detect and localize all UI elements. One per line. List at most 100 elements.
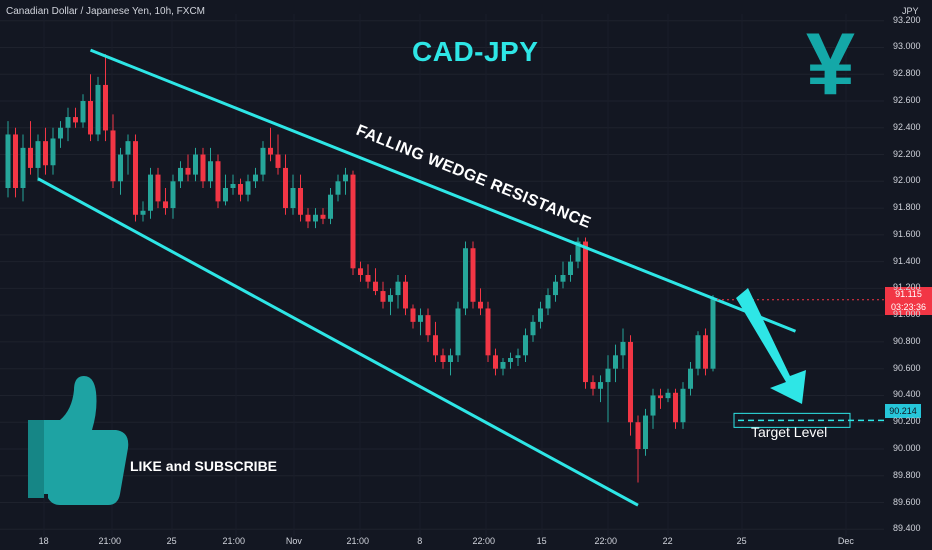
last-price-value: 91.115 (895, 289, 922, 299)
y-tick-label: 90.200 (893, 416, 921, 427)
candle (245, 174, 251, 202)
candle-body (418, 315, 423, 322)
y-tick-label: 89.600 (893, 496, 921, 507)
candle (155, 167, 161, 209)
candle-body (440, 355, 446, 362)
candle (208, 147, 213, 188)
y-tick-label: 92.200 (893, 148, 921, 159)
candle-body (298, 188, 303, 215)
yen-icon: ¥ (806, 14, 855, 113)
candle (148, 167, 153, 219)
candle (403, 275, 408, 316)
candle-body (470, 248, 476, 302)
y-tick-label: 91.200 (893, 282, 921, 293)
candle-body (110, 130, 116, 182)
candle-body (365, 275, 371, 282)
candle (170, 174, 176, 219)
candle-body (125, 141, 131, 155)
candle-body (463, 248, 468, 309)
candle-body (620, 341, 626, 356)
candle (253, 167, 258, 188)
candle-body (283, 167, 288, 209)
candle (163, 188, 168, 215)
trendlines-layer (37, 48, 797, 507)
candle (50, 127, 56, 175)
chart-title: CAD-JPY (412, 36, 539, 67)
candle-body (635, 422, 641, 449)
candle-body (170, 181, 176, 209)
candle-body (478, 301, 483, 309)
candle (493, 348, 498, 376)
candle (665, 388, 671, 403)
candle (448, 348, 453, 376)
candle (515, 348, 521, 367)
candle-body (328, 194, 333, 219)
y-tick-label: 91.000 (893, 309, 921, 320)
candle (613, 344, 618, 383)
x-tick-label: 8 (417, 536, 423, 546)
candle-body (373, 281, 378, 292)
support-trendline[interactable] (37, 177, 639, 507)
candle-body (185, 167, 191, 175)
y-tick-label: 93.200 (893, 14, 921, 25)
candle (185, 154, 191, 182)
candle-body (65, 117, 71, 128)
candle (80, 94, 86, 128)
candle (538, 301, 543, 329)
candle-body (5, 134, 11, 188)
x-tick-label: 15 (536, 536, 547, 546)
candle (350, 170, 356, 275)
candle-body (343, 174, 348, 182)
candle-body (508, 357, 513, 362)
candle (568, 254, 573, 282)
candle-body (643, 415, 648, 449)
candle (215, 154, 221, 209)
candle (628, 335, 633, 436)
candle-body (290, 188, 296, 209)
candle-body (35, 141, 41, 168)
candle (583, 237, 588, 389)
candle-body (665, 392, 671, 399)
candle-body (200, 154, 206, 182)
resistance-trendline[interactable] (89, 48, 797, 333)
candle (658, 388, 663, 409)
candle (133, 134, 138, 222)
candle-body (575, 241, 581, 262)
bar-countdown: 03:23:36 (890, 302, 927, 312)
y-tick-label: 93.000 (893, 41, 921, 52)
candle (13, 127, 18, 198)
candle (508, 352, 513, 369)
y-tick-label: 91.400 (893, 255, 921, 266)
candle-body (425, 315, 431, 336)
candle (433, 321, 438, 362)
candle-body (163, 201, 168, 209)
y-tick-label: 90.600 (893, 362, 921, 373)
candle (425, 308, 431, 342)
candle (688, 362, 693, 396)
candle-body (485, 308, 491, 356)
candle-body (268, 147, 273, 155)
last-price-tag: 91.115 03:23:36 (885, 287, 932, 315)
y-tick-label: 92.800 (893, 68, 921, 79)
candle-body (523, 335, 528, 356)
candle (28, 121, 33, 175)
candle-body (313, 214, 318, 222)
candle-body (223, 188, 228, 202)
candle (560, 261, 566, 289)
candle (320, 208, 326, 225)
candle (103, 54, 108, 142)
candle-body (380, 291, 386, 302)
candle (223, 174, 228, 206)
candle (395, 275, 401, 309)
candle-body (140, 210, 146, 215)
target-level-marker (717, 299, 885, 428)
x-tick-label: 22:00 (472, 536, 496, 546)
candle (73, 107, 78, 128)
candle (5, 121, 11, 198)
candle-body (568, 261, 573, 275)
down-arrow-icon (736, 288, 806, 404)
candle-body (688, 368, 693, 389)
candle (500, 357, 506, 376)
candle (283, 154, 288, 215)
